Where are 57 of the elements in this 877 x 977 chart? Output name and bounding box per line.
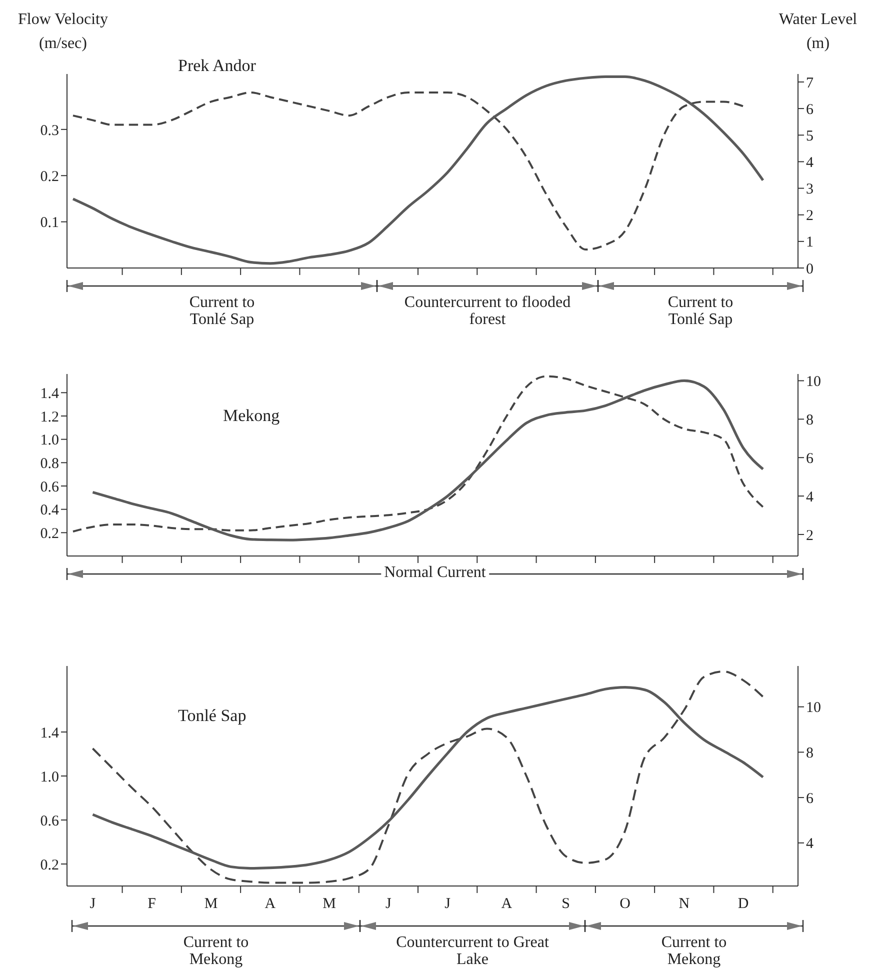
y-tick-label: 1.4: [40, 386, 60, 402]
text: Current to Tonlé Sap: [188, 294, 256, 328]
y2-tick-label: 10: [806, 374, 821, 390]
y2-tick-label: 4: [806, 155, 814, 172]
y-tick-label: 0.6: [40, 813, 60, 830]
text: Countercurrent to Great Lake: [395, 934, 550, 968]
y2-tick-label: 0: [806, 261, 814, 278]
text: Current to Mekong: [660, 934, 728, 968]
y2-tick-label: 7: [806, 75, 814, 92]
y2-tick-label: 6: [806, 790, 814, 807]
y-tick-label: 0.2: [40, 526, 59, 542]
y2-tick-label: 5: [806, 128, 814, 144]
text: Normal Current: [381, 564, 489, 581]
text: Current to Mekong: [182, 934, 250, 968]
x-tick-label: M: [204, 896, 218, 912]
x-tick-label: O: [620, 896, 631, 912]
text: Mekong: [223, 406, 280, 426]
chart-title: Prek Andor: [178, 56, 256, 76]
y-tick-label: 0.3: [40, 122, 59, 139]
y-tick-label: 0.4: [40, 502, 60, 519]
y2-tick-label: 2: [806, 208, 814, 224]
y2-tick-label: 1: [806, 234, 814, 251]
x-tick-label: A: [264, 896, 276, 912]
y-tick-label: 0.2: [40, 168, 59, 185]
y-tick-label: 1.2: [40, 409, 59, 426]
y2-tick-label: 10: [806, 700, 821, 716]
y-tick-label: 1.0: [40, 769, 59, 786]
text: Tonlé Sap: [178, 706, 246, 726]
y2-tick-label: 6: [806, 450, 814, 467]
x-tick-label: M: [322, 896, 336, 912]
y2-tick-label: 8: [806, 746, 814, 762]
y-axis-title: Flow Velocity (m/sec): [17, 10, 109, 54]
x-tick-label: S: [562, 896, 570, 912]
line-series: [72, 91, 744, 251]
x-tick-label: J: [386, 896, 392, 912]
y-tick-label: 0.1: [40, 215, 59, 232]
y2-tick-label: 3: [806, 182, 814, 198]
y2-tick-label: 4: [806, 836, 814, 852]
x-tick-label: A: [501, 896, 512, 912]
y-tick-label: 0.2: [40, 857, 59, 874]
y2-tick-label: 6: [806, 102, 814, 118]
x-tick-label: J: [444, 896, 451, 912]
line-series: [72, 75, 764, 265]
y2-axis-title: Water Level (m): [778, 10, 858, 54]
text: Countercurrent to flooded forest: [403, 294, 572, 328]
y2-tick-label: 8: [806, 412, 814, 428]
x-tick-label: F: [148, 896, 156, 912]
y-tick-label: 0.6: [40, 479, 60, 496]
y2-tick-label: 4: [806, 489, 814, 506]
y-tick-label: 0.8: [40, 456, 59, 472]
y-tick-label: 1.4: [40, 725, 60, 742]
text: Current to Tonlé Sap: [666, 294, 734, 328]
x-tick-label: D: [738, 896, 749, 912]
x-tick-label: J: [90, 896, 96, 912]
y2-tick-label: 2: [806, 528, 814, 544]
y-tick-label: 1.0: [40, 432, 59, 449]
x-tick-label: N: [678, 896, 690, 912]
